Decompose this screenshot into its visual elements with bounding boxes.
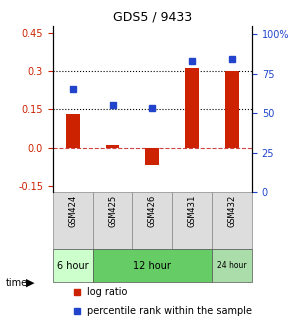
Text: 24 hour: 24 hour bbox=[217, 261, 247, 270]
Text: GSM432: GSM432 bbox=[228, 195, 236, 227]
Text: 6 hour: 6 hour bbox=[57, 261, 88, 271]
Title: GDS5 / 9433: GDS5 / 9433 bbox=[113, 10, 192, 24]
FancyBboxPatch shape bbox=[172, 192, 212, 249]
Text: GSM426: GSM426 bbox=[148, 195, 157, 227]
Text: log ratio: log ratio bbox=[87, 287, 127, 297]
Text: GSM431: GSM431 bbox=[188, 195, 197, 227]
Text: 12 hour: 12 hour bbox=[133, 261, 171, 271]
Bar bbox=[185, 68, 199, 147]
Text: percentile rank within the sample: percentile rank within the sample bbox=[87, 306, 252, 316]
FancyBboxPatch shape bbox=[93, 192, 132, 249]
Bar bbox=[145, 147, 159, 165]
Text: time: time bbox=[6, 278, 28, 288]
FancyBboxPatch shape bbox=[53, 249, 93, 283]
FancyBboxPatch shape bbox=[212, 192, 252, 249]
Bar bbox=[105, 145, 120, 147]
Bar bbox=[66, 114, 80, 147]
FancyBboxPatch shape bbox=[132, 192, 172, 249]
Bar bbox=[225, 71, 239, 147]
FancyBboxPatch shape bbox=[212, 249, 252, 283]
Text: ▶: ▶ bbox=[26, 278, 35, 288]
Text: GSM424: GSM424 bbox=[68, 195, 77, 227]
FancyBboxPatch shape bbox=[93, 249, 212, 283]
Text: GSM425: GSM425 bbox=[108, 195, 117, 227]
FancyBboxPatch shape bbox=[53, 192, 93, 249]
